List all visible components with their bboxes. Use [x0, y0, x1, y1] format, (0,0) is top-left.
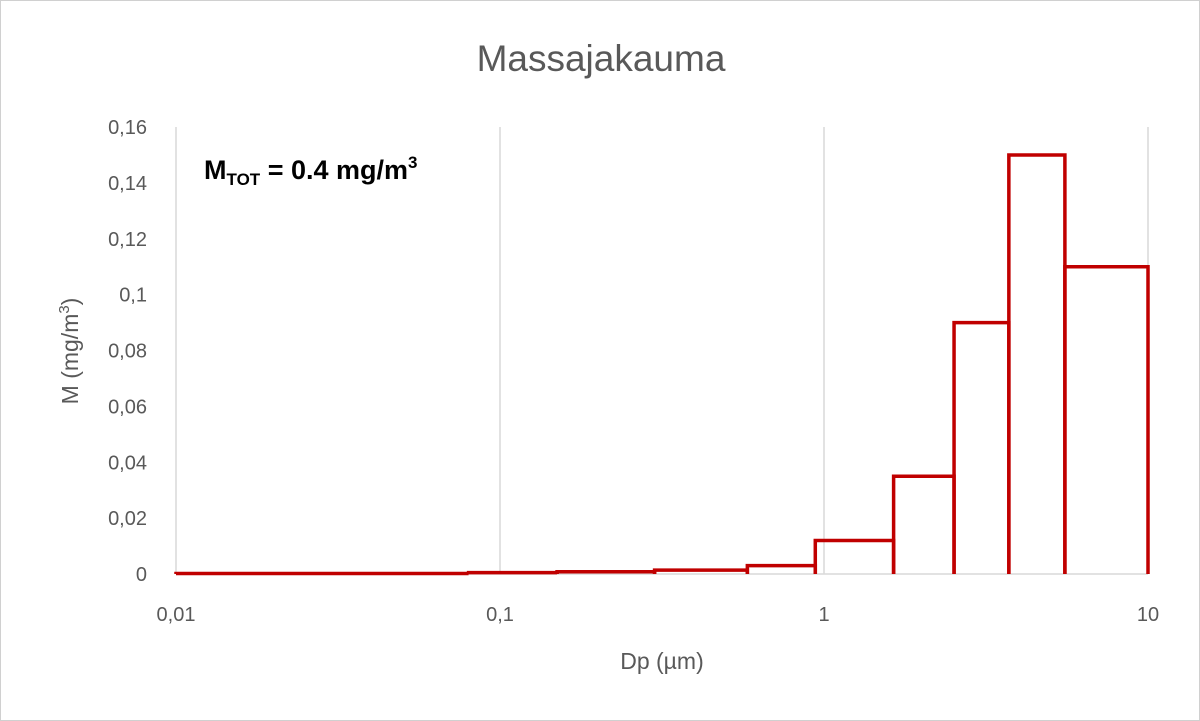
y-tick-label: 0,16	[108, 117, 147, 139]
histogram-bin	[891, 474, 956, 574]
y-tick-label: 0,12	[108, 229, 147, 251]
y-tick-label: 0,04	[108, 452, 147, 474]
annotation-sub: TOT	[226, 170, 261, 189]
annotation-rest: = 0.4 mg/m	[260, 155, 409, 185]
x-tick-label: 1	[818, 604, 829, 626]
x-tick-label: 10	[1137, 604, 1159, 626]
y-tick-label: 0,06	[108, 396, 147, 418]
histogram-bin	[1063, 264, 1150, 574]
x-tick-label: 0,01	[157, 604, 196, 626]
y-tick-label: 0,08	[108, 341, 147, 363]
chart-title: Massajakauma	[477, 38, 726, 79]
histogram-bin	[813, 538, 896, 574]
y-axis-label: M (mg/m3)	[56, 298, 83, 405]
y-tick-label: 0,14	[108, 173, 147, 195]
histogram-bin	[1007, 153, 1067, 574]
x-tick-label: 0,1	[486, 604, 514, 626]
histogram-bin	[466, 570, 559, 575]
histogram-bin	[745, 563, 818, 574]
y-axis-label-main: M (mg/m	[57, 314, 83, 405]
histogram-bin	[952, 320, 1011, 574]
x-axis-label: Dp (µm)	[620, 648, 704, 674]
y-tick-label: 0,1	[119, 285, 147, 307]
y-axis-label-end: )	[57, 298, 83, 306]
annotation-sup: 3	[408, 153, 418, 172]
y-axis-label-sup: 3	[56, 305, 73, 313]
histogram-bin	[174, 571, 471, 576]
total-mass-annotation: MTOT = 0.4 mg/m3	[204, 153, 417, 190]
y-tick-label: 0,02	[108, 508, 147, 530]
y-tick-label: 0	[136, 564, 147, 586]
annotation-main: M	[204, 155, 227, 185]
